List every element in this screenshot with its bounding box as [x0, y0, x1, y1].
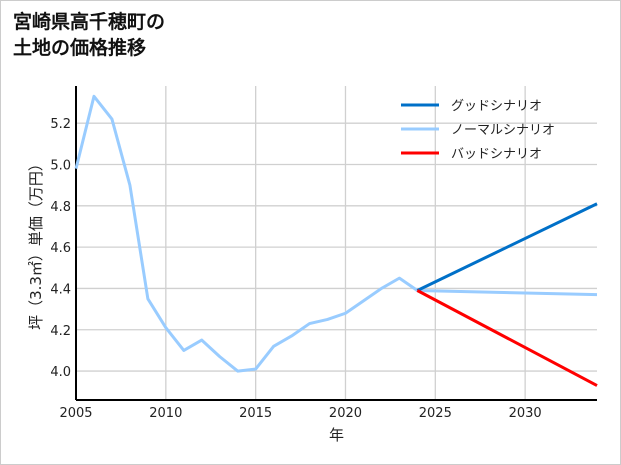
legend-label: ノーマルシナリオ — [451, 123, 555, 138]
y-axis-label: 坪（3.3㎡）単価（万円） — [27, 156, 45, 330]
series-line — [74, 94, 598, 373]
x-tick-label: 2015 — [239, 406, 272, 421]
legend-label: グッドシナリオ — [451, 99, 542, 114]
x-tick-label: 2010 — [149, 406, 182, 421]
y-tick-label: 4.0 — [50, 365, 71, 380]
chart-title: 宮崎県高千穂町の 土地の価格推移 — [13, 11, 166, 59]
x-axis-label: 年 — [329, 426, 344, 444]
y-tick-label: 4.8 — [50, 200, 71, 215]
series-line — [416, 202, 598, 292]
y-tick-label: 4.4 — [50, 282, 71, 297]
x-tick-label: 2005 — [59, 406, 92, 421]
x-tick-label: 2020 — [329, 406, 362, 421]
y-tick-label: 4.2 — [50, 324, 71, 339]
x-tick-label: 2025 — [419, 406, 452, 421]
legend-label: バッドシナリオ — [451, 147, 542, 162]
y-tick-label: 4.6 — [50, 241, 71, 256]
y-tick-label: 5.2 — [50, 117, 71, 132]
y-tick-label: 5.0 — [50, 159, 71, 174]
x-tick-label: 2030 — [509, 406, 542, 421]
series-line — [416, 289, 598, 387]
